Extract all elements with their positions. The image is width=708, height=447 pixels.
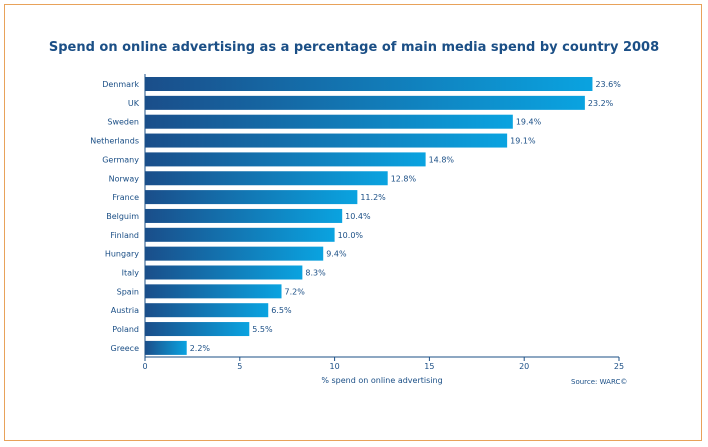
x-tick-label: 0	[142, 362, 147, 371]
bar	[145, 133, 508, 148]
data-label: 23.6%	[595, 80, 621, 89]
category-label: France	[112, 193, 139, 202]
category-label: Poland	[112, 325, 139, 334]
bar	[145, 114, 513, 129]
x-tick-label: 20	[519, 362, 529, 371]
category-label: Austria	[111, 306, 139, 315]
data-label: 5.5%	[252, 325, 273, 334]
data-label: 11.2%	[360, 193, 386, 202]
category-label: Belguim	[106, 212, 139, 221]
chart-frame	[4, 4, 702, 441]
bar	[145, 95, 585, 110]
data-label: 7.2%	[285, 287, 306, 296]
data-label: 2.2%	[190, 344, 211, 353]
source-note: Source: WARC©	[571, 378, 628, 386]
data-label: 6.5%	[271, 306, 292, 315]
data-label: 12.8%	[391, 174, 417, 183]
bar	[145, 208, 343, 223]
bar	[145, 190, 358, 205]
bar	[145, 303, 269, 318]
category-label: Greece	[111, 344, 140, 353]
category-label: Norway	[109, 174, 140, 183]
data-label: 19.1%	[510, 137, 536, 146]
data-label: 10.0%	[338, 231, 364, 240]
data-label: 10.4%	[345, 212, 371, 221]
data-label: 8.3%	[305, 269, 326, 278]
category-label: Hungary	[105, 250, 139, 259]
x-tick-label: 25	[614, 362, 624, 371]
data-label: 23.2%	[588, 99, 614, 108]
category-label: Sweden	[107, 118, 139, 127]
category-label: Germany	[102, 155, 139, 164]
category-label: Finland	[110, 231, 139, 240]
x-tick-label: 15	[424, 362, 434, 371]
bar	[145, 284, 282, 299]
bar	[145, 152, 426, 167]
x-tick-label: 5	[237, 362, 242, 371]
chart-title: Spend on online advertising as a percent…	[48, 40, 660, 55]
category-label: UK	[128, 99, 140, 108]
bar	[145, 171, 388, 186]
data-label: 9.4%	[326, 250, 347, 259]
x-axis-label: % spend on online advertising	[321, 376, 442, 385]
bar	[145, 77, 593, 91]
category-label: Netherlands	[90, 137, 139, 146]
category-label: Spain	[117, 287, 139, 296]
category-label: Denmark	[102, 80, 139, 89]
bar	[145, 322, 250, 337]
bar	[145, 246, 324, 261]
category-label: Italy	[122, 269, 140, 278]
x-tick-label: 10	[330, 362, 340, 371]
bar	[145, 227, 335, 242]
data-label: 19.4%	[516, 118, 542, 127]
data-label: 14.8%	[429, 155, 455, 164]
bar	[145, 265, 303, 280]
bar	[145, 340, 187, 355]
